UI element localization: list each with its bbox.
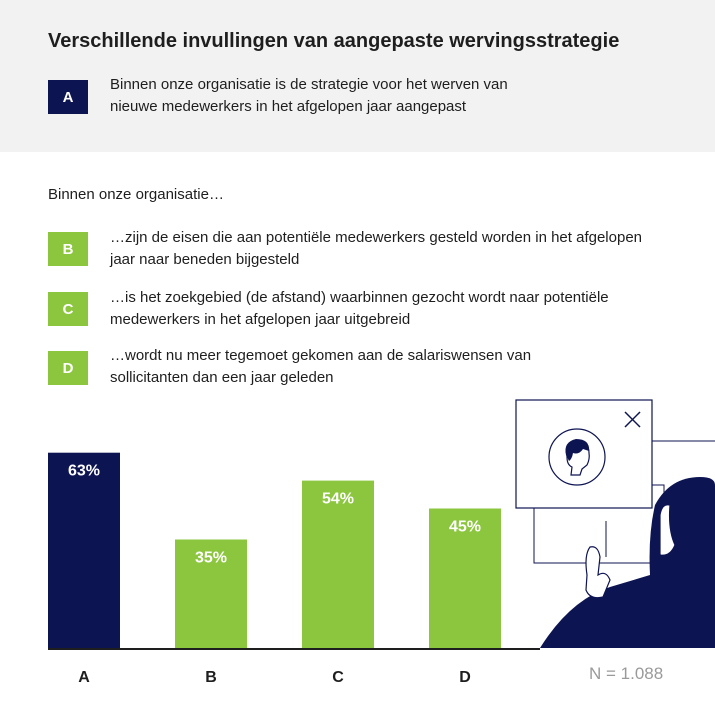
x-tick-label-b: B [205,669,217,686]
item-b-text: …zijn de eisen die aan potentiële medewe… [110,229,643,268]
x-tick-label-c: C [332,669,344,686]
badge-a: A [48,80,88,114]
badge-b: B [48,232,88,266]
x-tick-label-a: A [78,669,90,686]
sample-size-note: N = 1.088 [589,664,664,683]
item-c-text: …is het zoekgebied (de afstand) waarbinn… [110,289,609,328]
badge-c: C [48,292,88,326]
x-tick-label-d: D [459,669,471,686]
item-a-text: Binnen onze organisatie is de strategie … [110,76,508,115]
chart-title: Verschillende invullingen van aangepaste… [48,30,620,52]
value-label-c: 54% [322,491,354,508]
person-illustration [515,399,715,648]
value-label-d: 45% [449,519,481,536]
bar-a [48,452,120,648]
bar-c [302,480,374,648]
bar-d [429,508,501,648]
intro-text: Binnen onze organisatie… [48,186,224,203]
header-panel: Verschillende invullingen van aangepaste… [0,0,715,152]
value-label-b: 35% [195,550,227,567]
value-label-a: 63% [68,463,100,480]
badge-d: D [48,351,88,385]
item-d-text: …wordt nu meer tegemoet gekomen aan de s… [110,347,532,386]
bar-b [175,539,247,648]
